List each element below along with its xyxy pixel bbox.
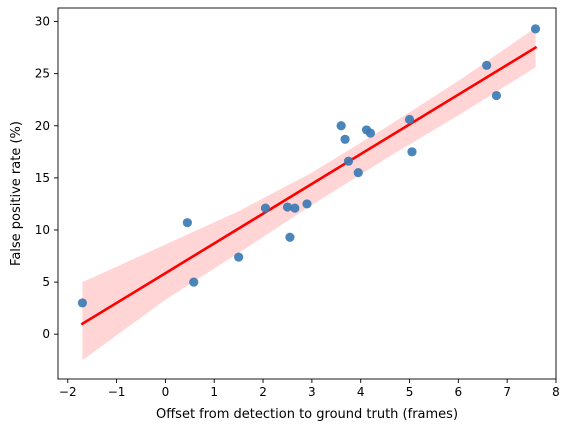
data-point xyxy=(404,114,415,125)
axes-layer xyxy=(57,7,557,380)
x-tick-label: 3 xyxy=(308,385,316,399)
x-tick-label: −2 xyxy=(59,385,77,399)
y-axis-label: False positive rate (%) xyxy=(9,121,24,266)
data-point xyxy=(353,168,363,178)
y-tick-label: 20 xyxy=(35,119,50,133)
x-tick-label: 8 xyxy=(552,385,560,399)
data-point xyxy=(77,298,88,308)
data-point xyxy=(290,203,300,213)
y-tick-label: 30 xyxy=(35,15,50,29)
x-tick-label: 4 xyxy=(357,385,365,399)
data-point xyxy=(302,199,312,209)
y-ticks-layer: 0 5 10 15 20 25 30 xyxy=(35,15,58,341)
data-point xyxy=(234,252,244,262)
x-tick-label: 7 xyxy=(503,385,511,399)
y-tick-label: 25 xyxy=(35,67,50,81)
data-point xyxy=(343,156,354,166)
y-tick-label: 10 xyxy=(35,223,50,237)
data-point xyxy=(365,128,376,138)
data-point xyxy=(285,232,295,242)
data-points-layer xyxy=(77,24,541,308)
plot-frame xyxy=(57,7,557,380)
data-point xyxy=(189,277,199,287)
x-tick-label: 2 xyxy=(259,385,267,399)
x-tick-label: 0 xyxy=(162,385,170,399)
x-tick-label: −1 xyxy=(108,385,126,399)
data-point xyxy=(482,60,492,70)
x-tick-label: 6 xyxy=(455,385,463,399)
data-point xyxy=(182,218,192,228)
confidence-band-layer xyxy=(82,27,536,361)
y-tick-label: 0 xyxy=(42,327,50,341)
data-point xyxy=(530,24,541,34)
regression-line-layer xyxy=(80,45,538,326)
x-tick-label: 1 xyxy=(210,385,218,399)
y-tick-label: 15 xyxy=(35,171,50,185)
data-point xyxy=(407,147,417,157)
y-tick-label: 5 xyxy=(42,275,50,289)
x-axis-label: Offset from detection to ground truth (f… xyxy=(156,407,458,422)
data-point xyxy=(336,121,346,131)
x-tick-label: 5 xyxy=(406,385,414,399)
confidence-band xyxy=(82,27,536,361)
data-point xyxy=(340,134,350,144)
data-point xyxy=(260,203,271,213)
x-ticks-layer: −2 −1 0 1 2 3 4 5 6 7 8 xyxy=(59,379,560,399)
data-point xyxy=(491,90,502,101)
data-point xyxy=(282,202,293,212)
regression-line xyxy=(80,45,538,326)
